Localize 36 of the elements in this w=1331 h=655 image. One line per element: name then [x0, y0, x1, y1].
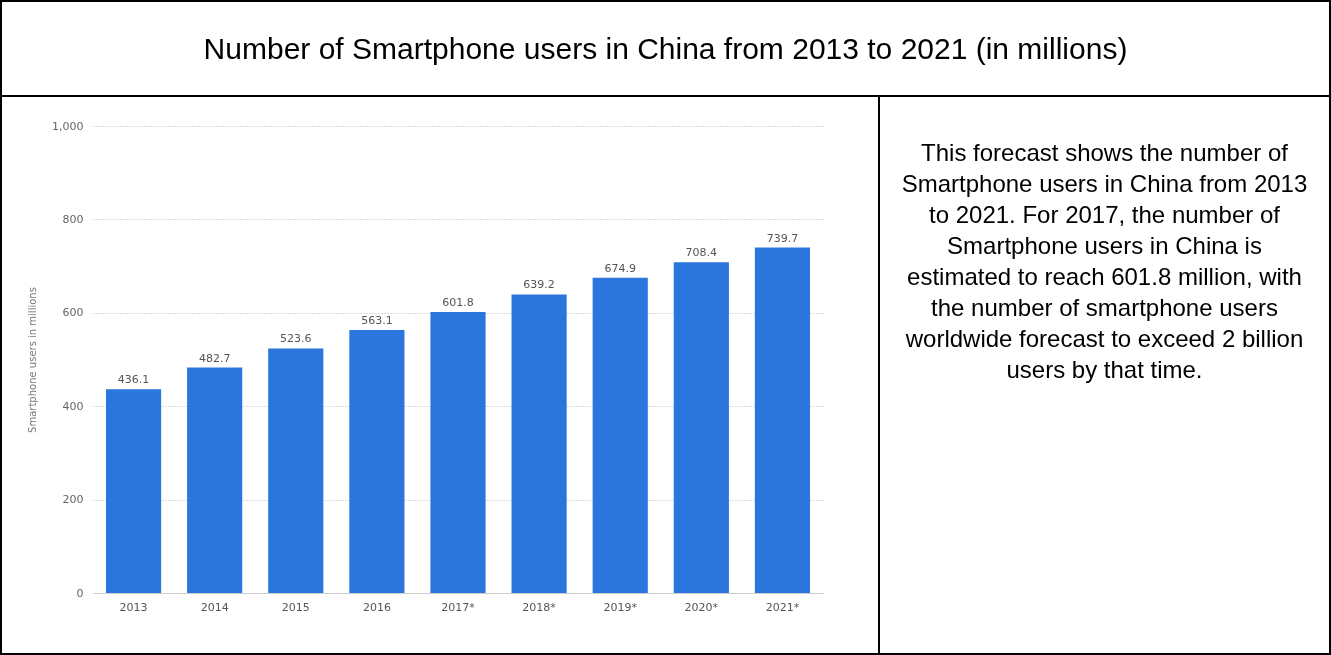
bar: [268, 348, 324, 593]
x-tick-label: 2021*: [765, 600, 800, 614]
y-tick-label: 1,000: [52, 119, 84, 133]
x-tick-label: 2014: [200, 600, 229, 614]
chart-title: Number of Smartphone users in China from 2013 to 2021 (in millions): [2, 2, 1329, 97]
data-label: 436.1: [117, 373, 150, 387]
bar: [511, 294, 567, 593]
x-tick-label: 2019*: [603, 600, 638, 614]
data-label: 601.8: [442, 295, 474, 309]
y-tick-label: 600: [62, 306, 84, 320]
y-tick-label: 0: [76, 586, 84, 600]
bar: [754, 247, 811, 593]
bar: [673, 262, 729, 593]
x-tick-label: 2013: [119, 600, 148, 614]
bar: [187, 367, 243, 593]
text: This forecast shows the number of Smartphone users in China from 2013 to 2021. For 2017, the number of Smartphone users in China is estimated to reach 601.8 million, with the number of smartphone users worldwide forecast to exceed 2 billion users by that time.: [900, 138, 1309, 385]
data-label: 739.7: [766, 231, 799, 245]
bar: [105, 389, 162, 593]
y-tick-label: 200: [62, 493, 84, 507]
x-tick-label: 2018*: [522, 600, 557, 614]
y-tick-label: 400: [62, 399, 84, 413]
x-tick-label: 2015: [281, 600, 310, 614]
data-label: 563.1: [361, 314, 393, 328]
bar: [430, 311, 486, 593]
x-tick-label: 2016: [362, 600, 391, 614]
data-label: 639.2: [523, 278, 555, 292]
data-label: 708.4: [685, 246, 718, 260]
x-tick-label: 2020*: [684, 600, 719, 614]
y-axis-title: Smartphone users in millions: [27, 287, 39, 433]
data-label: 523.6: [280, 332, 312, 346]
y-tick-label: 800: [62, 212, 84, 226]
data-label: 482.7: [198, 351, 231, 365]
bar: [349, 330, 405, 593]
bar: [592, 277, 648, 593]
x-tick-label: 2017*: [441, 600, 476, 614]
data-label: 674.9: [604, 261, 636, 275]
